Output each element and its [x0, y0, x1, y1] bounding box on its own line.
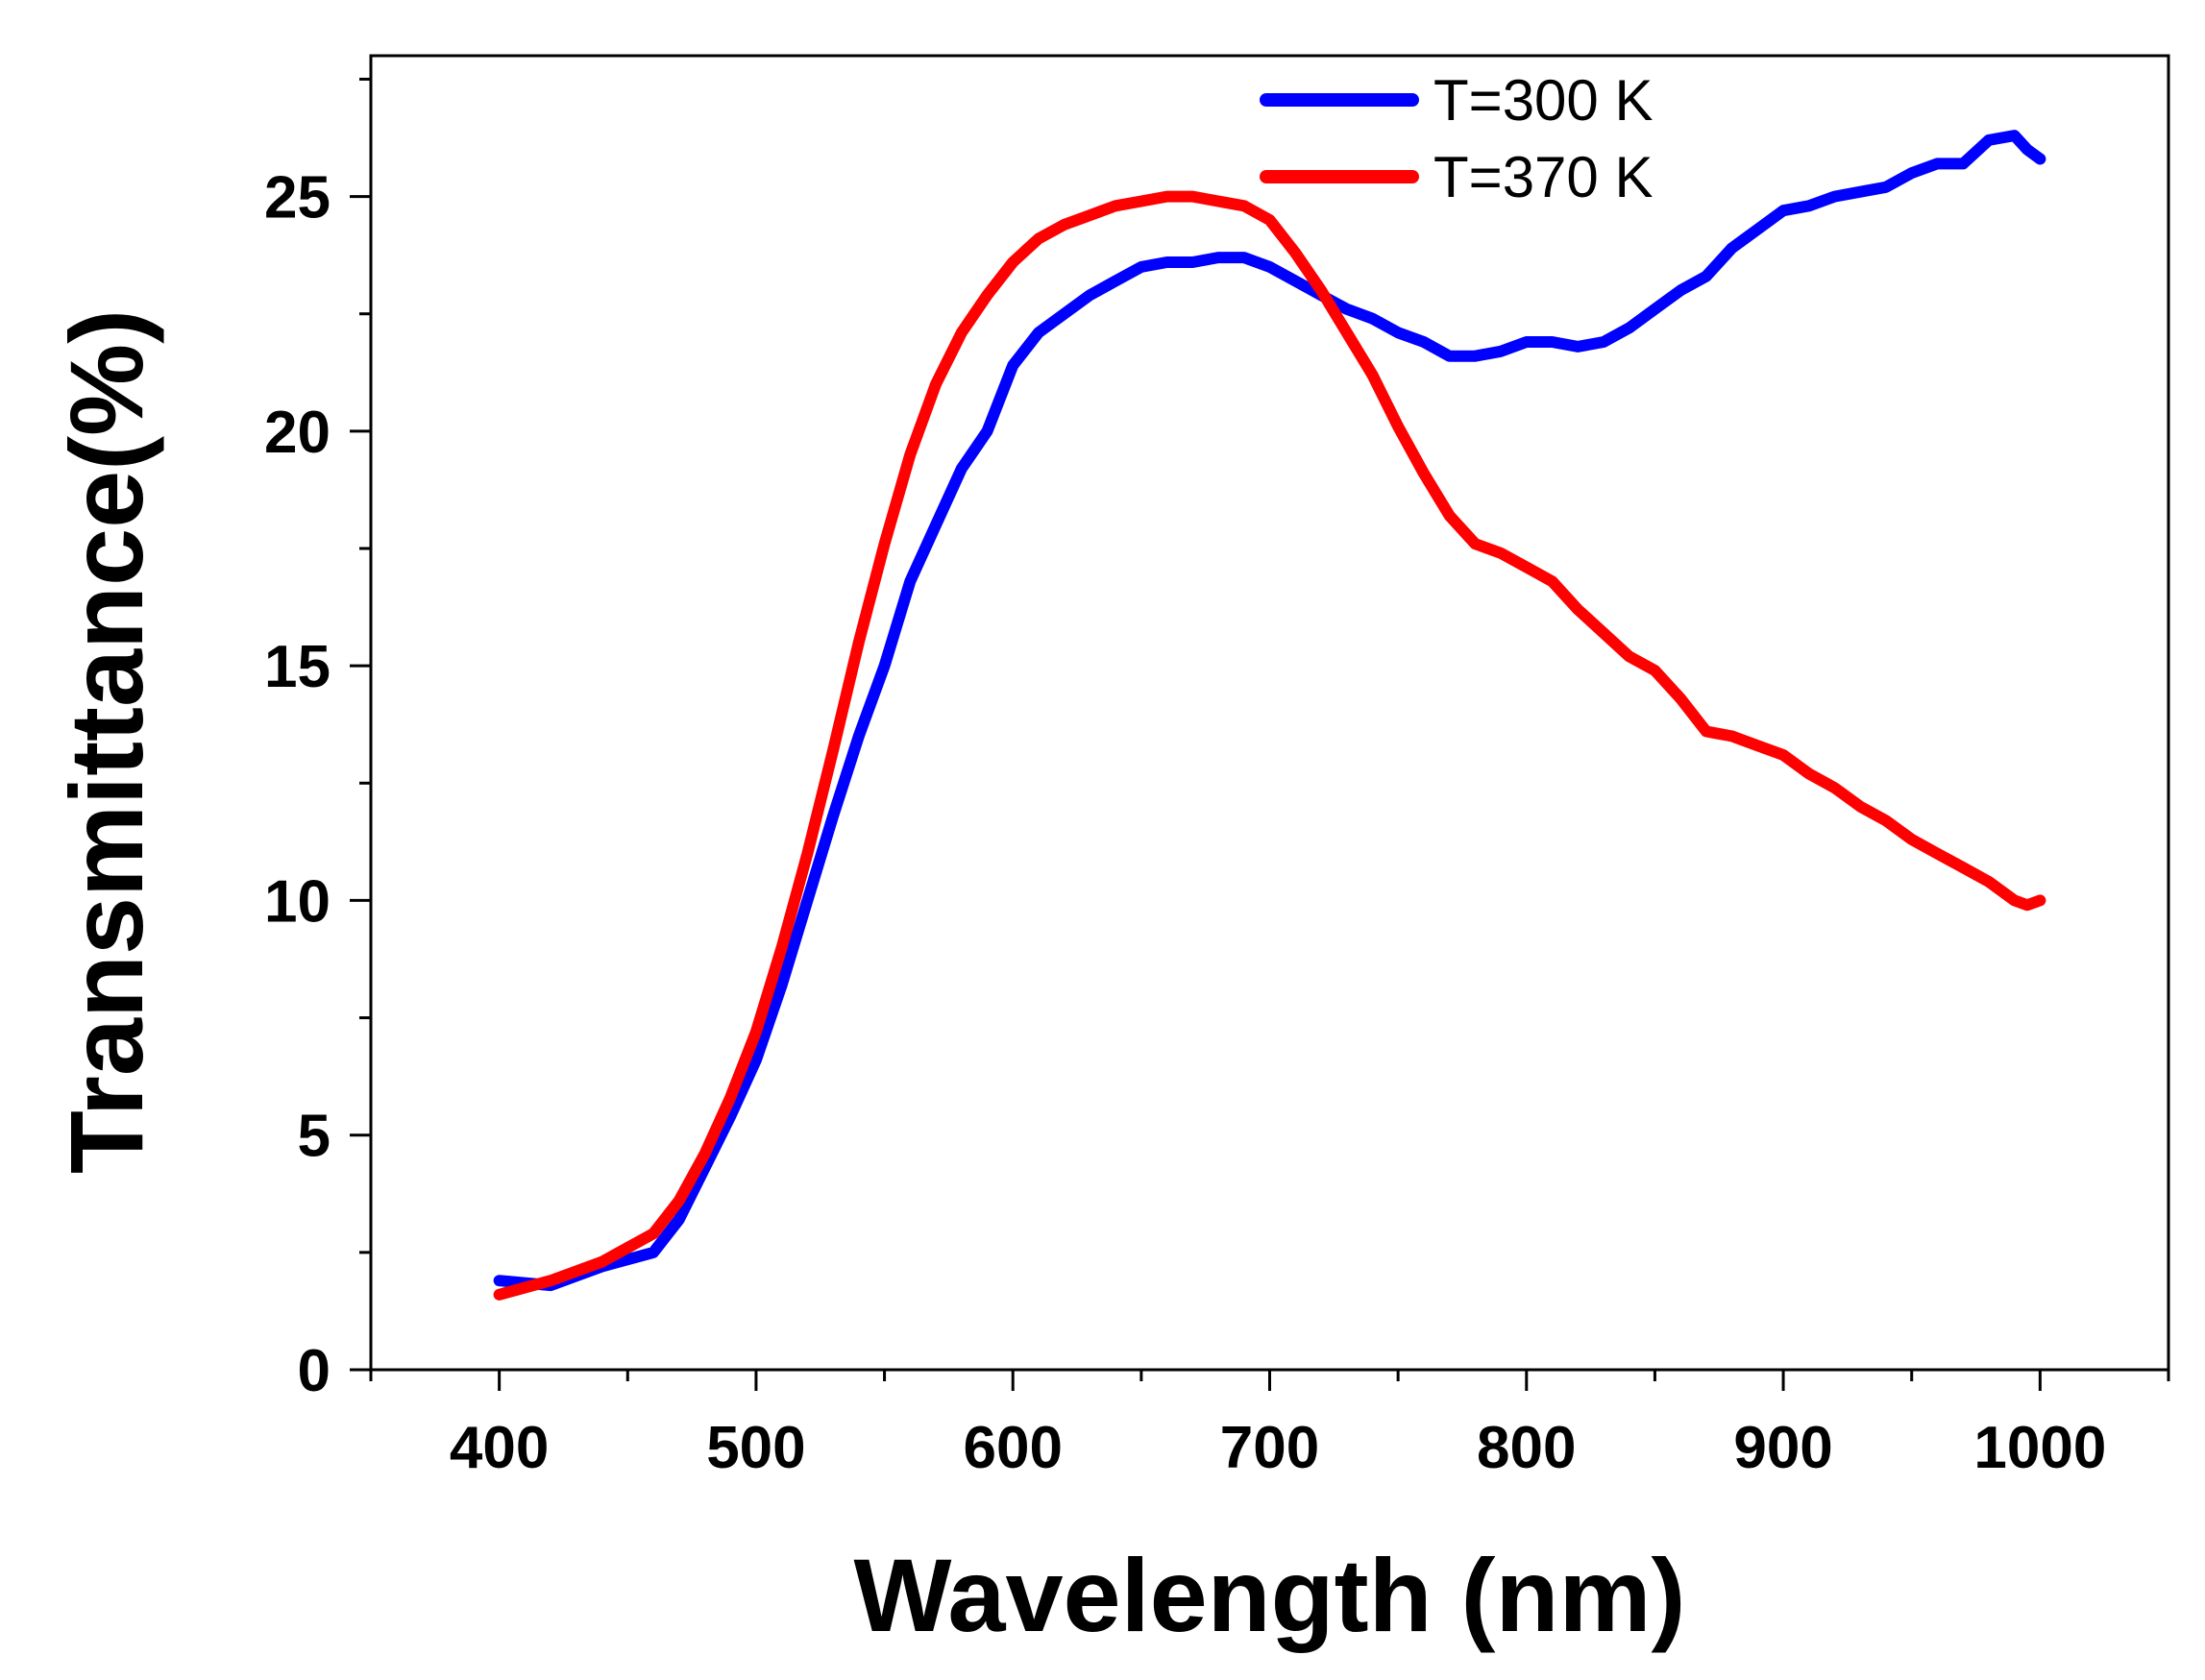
x-axis-ticks: 400 500 600 700 800 900 1000: [369, 1370, 2170, 1481]
x-tick-label: 400: [450, 1415, 549, 1481]
legend: T=300 K T=370 K: [1260, 68, 1654, 209]
x-tick-label: 1000: [1973, 1415, 2106, 1481]
x-tick-label: 700: [1220, 1415, 1319, 1481]
series-layer: [493, 130, 2046, 1301]
x-tick-label: 600: [963, 1415, 1062, 1481]
y-axis-title: Transmittance(%): [48, 309, 164, 1174]
x-tick-label: 900: [1733, 1415, 1832, 1481]
y-tick-label: 0: [298, 1338, 331, 1404]
plot-frame: [369, 54, 2170, 1372]
y-tick-label: 15: [264, 634, 331, 700]
x-tick-label: 800: [1477, 1415, 1576, 1481]
plot-border: [369, 54, 2170, 1372]
y-tick-label: 10: [264, 868, 331, 935]
y-tick-label: 25: [264, 165, 331, 231]
y-tick-label: 20: [264, 400, 331, 466]
legend-label: T=370 K: [1433, 145, 1654, 209]
y-tick-label: 5: [298, 1104, 331, 1170]
x-axis-title: Wavelength (nm): [853, 1537, 1685, 1653]
x-tick-label: 500: [706, 1415, 805, 1481]
series-line-t300k: [493, 130, 2046, 1292]
series-line-t370k: [493, 190, 2046, 1301]
legend-label: T=300 K: [1433, 68, 1654, 133]
y-axis-ticks: 0 5 10 15 20 25: [264, 77, 371, 1404]
